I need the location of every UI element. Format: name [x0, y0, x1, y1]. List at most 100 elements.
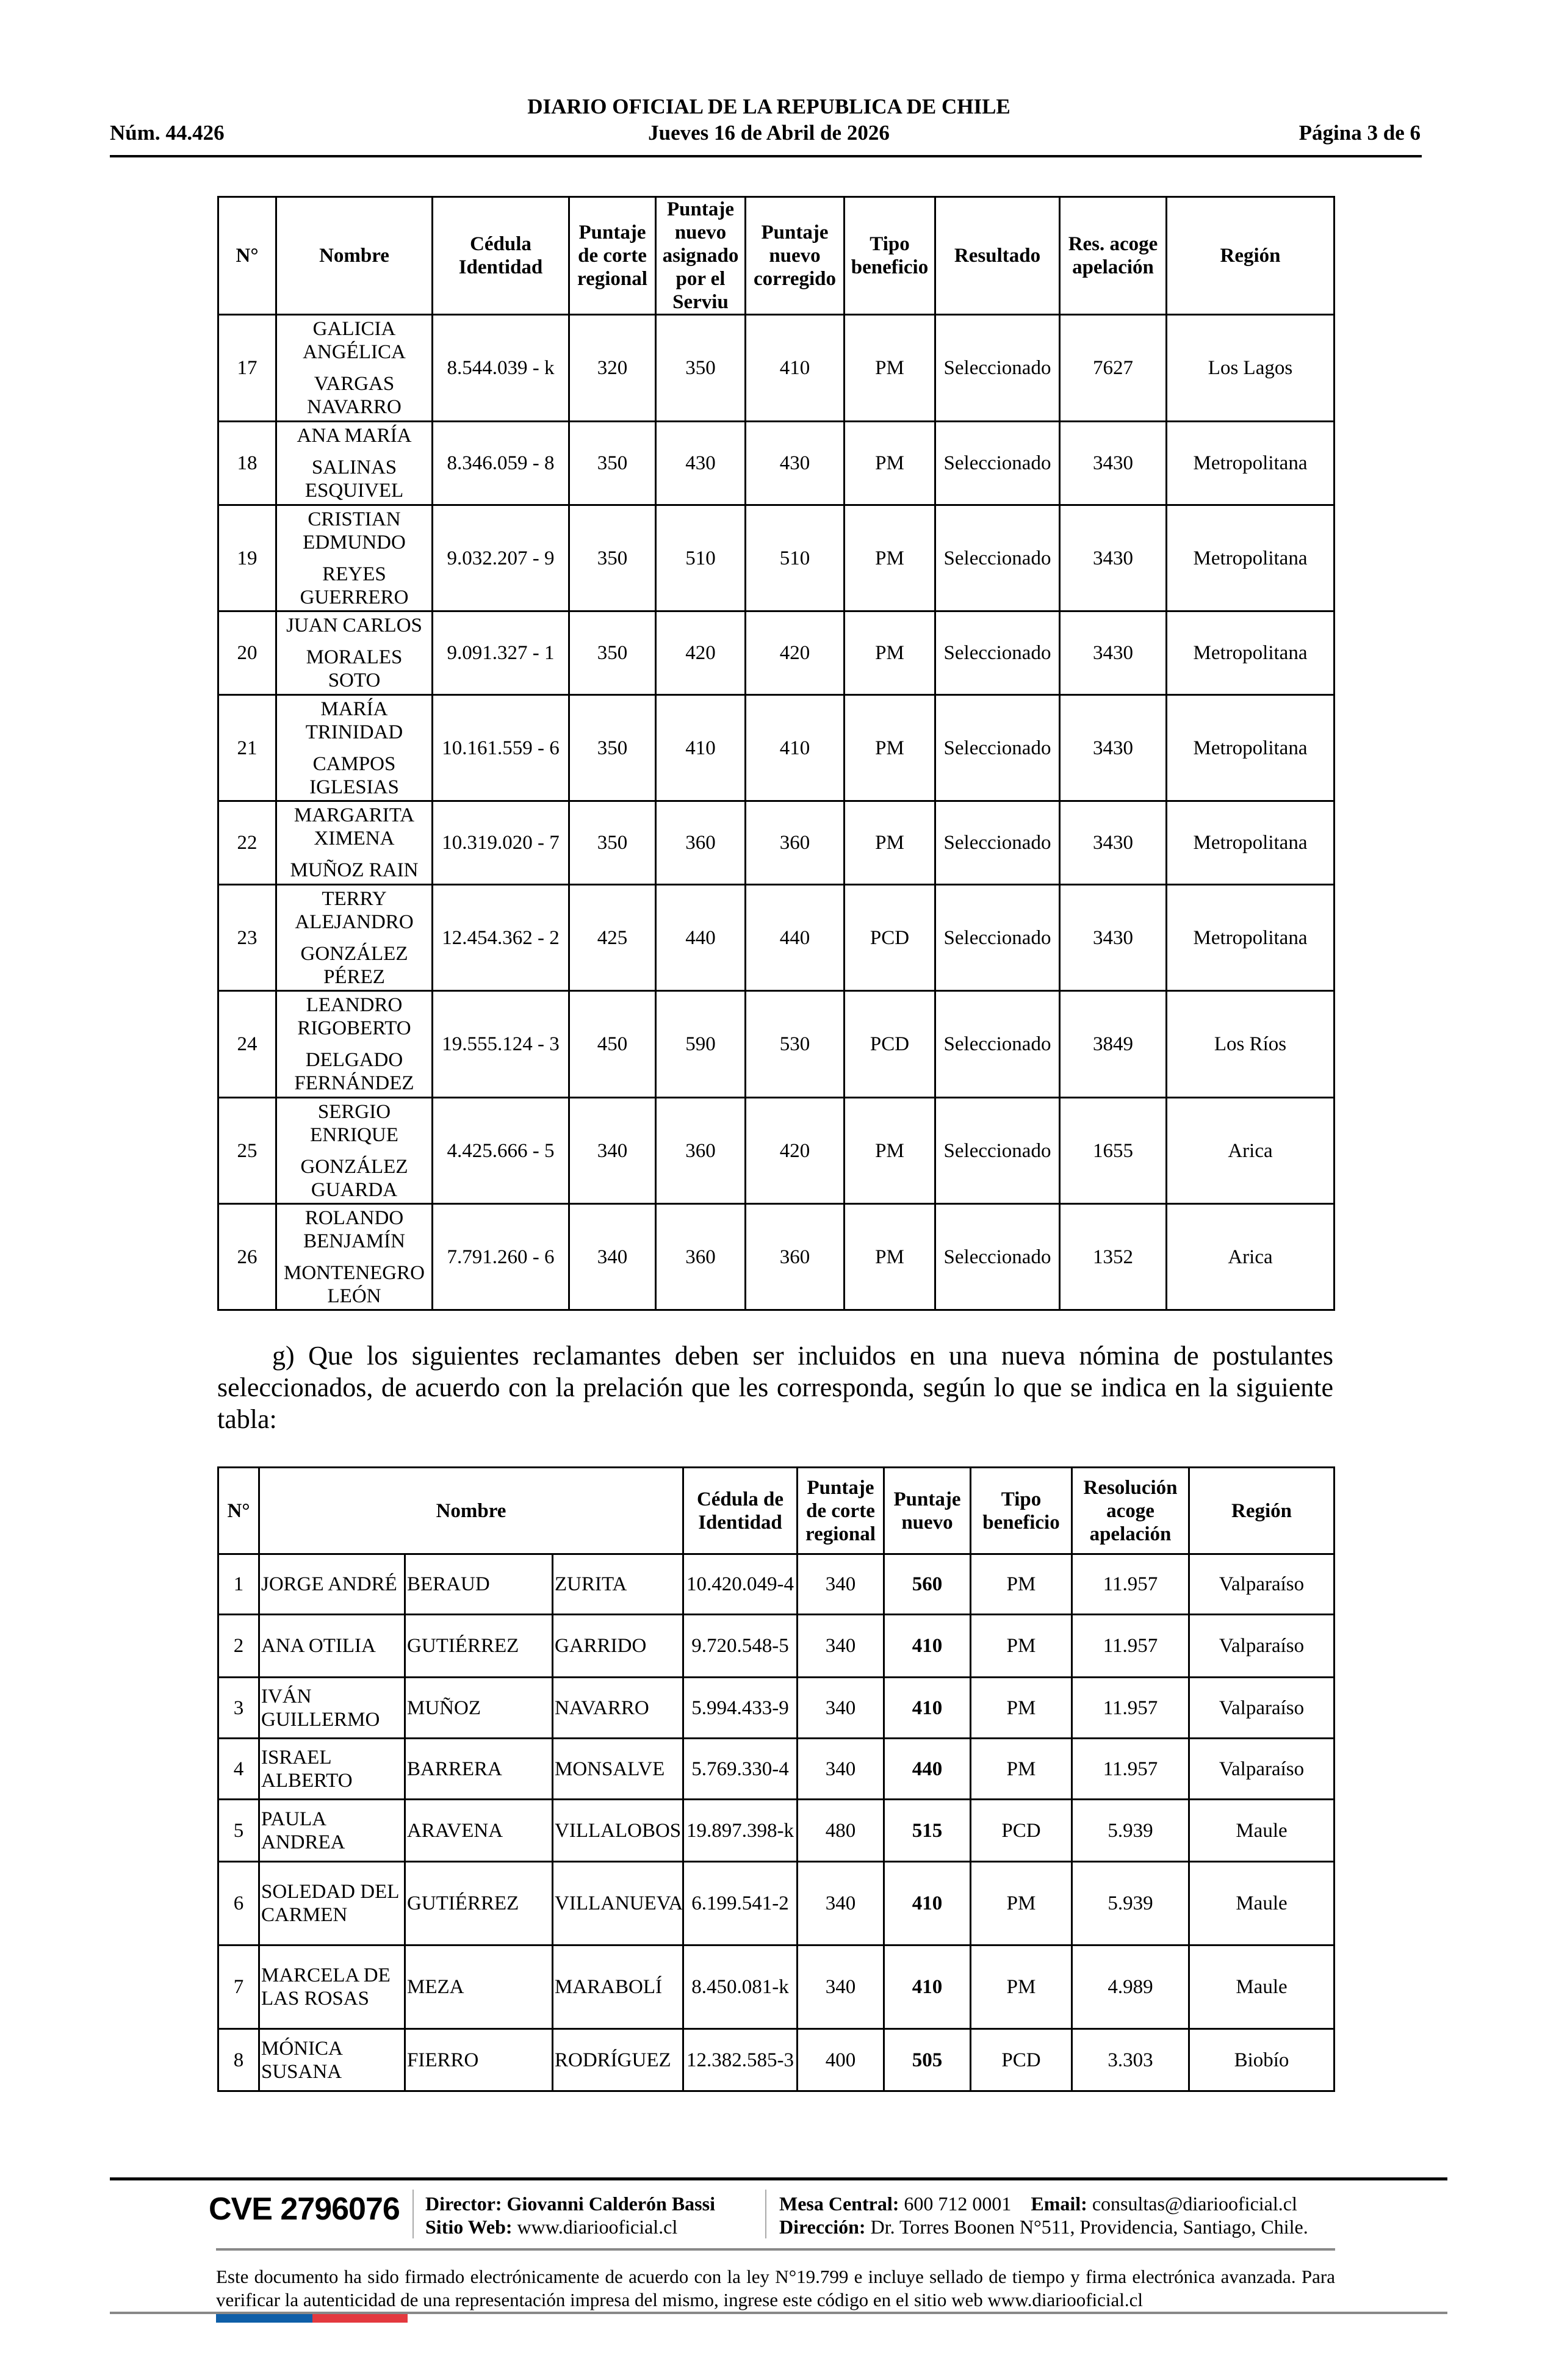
cell-asignado: 590 [655, 990, 746, 1098]
cell-region: Valparaíso [1188, 1614, 1335, 1678]
cell-corte: 350 [568, 610, 657, 696]
cell-nuevo: 515 [883, 1798, 971, 1863]
cell-region: Los Lagos [1165, 314, 1335, 422]
cell-res: 11.957 [1071, 1676, 1190, 1739]
column-header: Puntaje nuevo [883, 1466, 971, 1555]
cell-corte: 450 [568, 990, 657, 1098]
cell-resultado: Seleccionado [934, 610, 1061, 696]
cell-nuevo: 410 [883, 1944, 971, 2030]
cell-tipo: PM [970, 1737, 1073, 1800]
cell-region: Metropolitana [1165, 694, 1335, 802]
table-row: 21 MARÍA TRINIDAD CAMPOS IGLESIAS 10.161.55… [217, 694, 1335, 802]
cell-corregido: 410 [744, 694, 845, 802]
table-row: 5 PAULA ANDREA ARAVENA VILLALOBOS 19.897.398… [217, 1798, 1335, 1863]
maternal-surname: RODRÍGUEZ [552, 2028, 684, 2092]
cell-tipo: PM [970, 1944, 1073, 2030]
paternal-surname: MUÑOZ [404, 1676, 553, 1739]
row-number: 19 [217, 504, 277, 612]
row-number: 2 [217, 1614, 260, 1678]
cell-tipo: PCD [970, 1798, 1073, 1863]
column-header: Región [1188, 1466, 1335, 1555]
column-header: Puntaje de corte regional [796, 1466, 885, 1555]
row-number: 3 [217, 1676, 260, 1739]
row-number: 1 [217, 1553, 260, 1615]
cell-ci: 12.454.362 - 2 [431, 884, 570, 992]
cell-corte: 400 [796, 2028, 885, 2092]
page-number-issue: Núm. 44.426 [110, 121, 225, 145]
applicant-name: MARGARITA XIMENA MUÑOZ RAIN [275, 800, 433, 885]
cell-resultado: Seleccionado [934, 504, 1061, 612]
maternal-surname: NAVARRO [552, 1676, 684, 1739]
column-header: N° [217, 196, 277, 316]
cell-corregido: 440 [744, 884, 845, 992]
director-info: Director: Giovanni Calderón Bassi Sitio … [425, 2192, 715, 2238]
footer-separator [765, 2190, 766, 2238]
column-header: Res. acoge apelación [1059, 196, 1167, 316]
cell-corregido: 360 [744, 800, 845, 885]
cell-res: 11.957 [1071, 1614, 1190, 1678]
cell-asignado: 510 [655, 504, 746, 612]
cell-tipo: PM [843, 420, 936, 506]
table-row: 19 CRISTIAN EDMUNDO REYES GUERRERO 9.032.20… [217, 504, 1335, 612]
cell-corte: 340 [568, 1097, 657, 1205]
table-row: 18 ANA MARÍA SALINAS ESQUIVEL 8.346.059 - 8… [217, 420, 1335, 506]
row-number: 24 [217, 990, 277, 1098]
cell-corregido: 420 [744, 1097, 845, 1205]
paternal-surname: GUTIÉRREZ [404, 1614, 553, 1678]
cell-resultado: Seleccionado [934, 990, 1061, 1098]
cell-region: Los Ríos [1165, 990, 1335, 1098]
cell-region: Arica [1165, 1203, 1335, 1311]
cell-asignado: 410 [655, 694, 746, 802]
row-number: 6 [217, 1861, 260, 1946]
first-names: JUAN CARLOS [286, 615, 422, 636]
last-names: REYES GUERRERO [300, 563, 409, 608]
cell-ci: 10.319.020 - 7 [431, 800, 570, 885]
cell-ci: 10.420.049-4 [682, 1553, 798, 1615]
web-link[interactable]: www.diariooficial.cl [517, 2216, 678, 2238]
paternal-surname: FIERRO [404, 2028, 553, 2092]
cell-ci: 5.769.330-4 [682, 1737, 798, 1800]
cell-nuevo: 410 [883, 1676, 971, 1739]
cell-corregido: 360 [744, 1203, 845, 1311]
column-header: Puntaje nuevo corregido [744, 196, 845, 316]
cell-ci: 7.791.260 - 6 [431, 1203, 570, 1311]
cell-ci: 4.425.666 - 5 [431, 1097, 570, 1205]
cell-nuevo: 410 [883, 1861, 971, 1946]
cell-region: Metropolitana [1165, 420, 1335, 506]
cell-resultado: Seleccionado [934, 884, 1061, 992]
cell-nuevo: 410 [883, 1614, 971, 1678]
footer-separator [412, 2190, 414, 2238]
cell-res: 5.939 [1071, 1798, 1190, 1863]
cell-corte: 425 [568, 884, 657, 992]
cell-corte: 320 [568, 314, 657, 422]
cell-tipo: PM [843, 694, 936, 802]
cell-res: 4.989 [1071, 1944, 1190, 2030]
cell-nuevo: 440 [883, 1737, 971, 1800]
cell-ci: 8.346.059 - 8 [431, 420, 570, 506]
first-names: GALICIA ANGÉLICA [303, 318, 406, 363]
first-names: SERGIO ENRIQUE [310, 1100, 398, 1146]
maternal-surname: GARRIDO [552, 1614, 684, 1678]
cell-asignado: 420 [655, 610, 746, 696]
cell-region: Arica [1165, 1097, 1335, 1205]
address: Dr. Torres Boonen N°511, Providencia, Sa… [870, 2216, 1308, 2238]
cell-ci: 19.555.124 - 3 [431, 990, 570, 1098]
column-header: Cédula Identidad [431, 196, 570, 316]
cell-res: 7627 [1059, 314, 1167, 422]
paragraph-g: g) Que los siguientes reclamantes deben … [217, 1341, 1333, 1434]
applicant-name: JUAN CARLOS MORALES SOTO [275, 610, 433, 696]
cell-ci: 10.161.559 - 6 [431, 694, 570, 802]
column-header: Región [1165, 196, 1335, 316]
paternal-surname: MEZA [404, 1944, 553, 2030]
first-names: ANA MARÍA [297, 425, 412, 447]
email-link[interactable]: consultas@diariooficial.cl [1092, 2193, 1297, 2215]
cell-region: Metropolitana [1165, 884, 1335, 992]
signature-disclaimer: Este documento ha sido firmado electróni… [216, 2266, 1335, 2310]
cell-tipo: PM [843, 610, 936, 696]
table-row: 3 IVÁN GUILLERMO MUÑOZ NAVARRO 5.994.433-9 34… [217, 1676, 1335, 1739]
cell-asignado: 360 [655, 1097, 746, 1205]
cell-tipo: PM [843, 1097, 936, 1205]
first-names: ROLANDO BENJAMÍN [303, 1206, 405, 1252]
cell-ci: 9.091.327 - 1 [431, 610, 570, 696]
cell-res: 3430 [1059, 884, 1167, 992]
